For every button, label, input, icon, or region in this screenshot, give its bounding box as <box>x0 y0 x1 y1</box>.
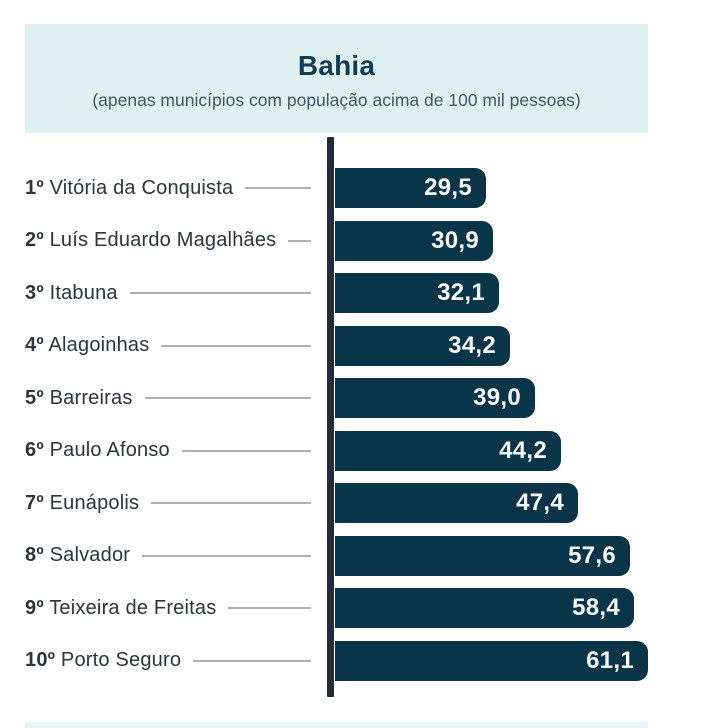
bar: 61,1 <box>335 640 648 681</box>
row-label-zone: 1º Vitória da Conquista <box>0 177 320 200</box>
leader-line <box>228 607 311 610</box>
row-rank: 1º <box>25 176 44 199</box>
row-rank: 8º <box>25 544 44 567</box>
bar-chart: 1º Vitória da Conquista 29,5 2º Luís Eduar… <box>0 137 718 728</box>
row-label: 8º Salvador <box>25 544 130 567</box>
leader-line <box>288 239 311 242</box>
leader-line <box>245 187 311 190</box>
row-name: Eunápolis <box>49 491 140 514</box>
row-label-zone: 8º Salvador <box>0 544 320 567</box>
row-rank: 9º <box>25 596 44 619</box>
bar: 57,6 <box>335 535 630 576</box>
chart-row: 7º Eunápolis 47,4 <box>0 477 718 530</box>
chart-row: 6º Paulo Afonso 44,2 <box>0 425 718 478</box>
row-label-zone: 9º Teixeira de Freitas <box>0 597 320 620</box>
row-label: 4º Alagoinhas <box>25 334 149 357</box>
bar-value: 34,2 <box>448 331 496 359</box>
bar: 39,0 <box>335 378 535 419</box>
bar-value: 61,1 <box>586 646 634 674</box>
bar-value: 30,9 <box>431 226 479 254</box>
row-rank: 4º <box>25 334 44 357</box>
chart-row: 10º Porto Seguro 61,1 <box>0 635 718 688</box>
row-name: Paulo Afonso <box>49 439 170 462</box>
chart-row: 4º Alagoinhas 34,2 <box>0 320 718 373</box>
chart-title: Bahia <box>297 50 376 81</box>
row-label-zone: 5º Barreiras <box>0 387 320 410</box>
row-name: Itabuna <box>49 281 118 304</box>
row-label: 10º Porto Seguro <box>25 649 181 672</box>
bar: 29,5 <box>335 168 486 209</box>
axis-line <box>327 137 334 697</box>
bar-value: 47,4 <box>516 489 564 517</box>
row-label: 9º Teixeira de Freitas <box>25 597 216 620</box>
bar: 34,2 <box>335 325 510 366</box>
chart-row: 8º Salvador 57,6 <box>0 530 718 583</box>
row-label: 1º Vitória da Conquista <box>25 177 233 200</box>
row-name: Salvador <box>49 544 131 567</box>
bar-value: 44,2 <box>499 436 547 464</box>
row-rank: 7º <box>25 491 44 514</box>
bar: 47,4 <box>335 483 578 524</box>
row-label-zone: 10º Porto Seguro <box>0 649 320 672</box>
leader-line <box>129 292 311 295</box>
chart-row: 2º Luís Eduardo Magalhães 30,9 <box>0 215 718 268</box>
row-label-zone: 6º Paulo Afonso <box>0 439 320 462</box>
bar-value: 39,0 <box>473 384 521 412</box>
leader-line <box>193 659 311 662</box>
row-label-zone: 4º Alagoinhas <box>0 334 320 357</box>
row-label: 3º Itabuna <box>25 282 118 305</box>
bar: 58,4 <box>335 588 634 629</box>
chart-row: 3º Itabuna 32,1 <box>0 267 718 320</box>
bar-value: 57,6 <box>568 541 616 569</box>
chart-subtitle: (apenas municípios com população acima d… <box>92 90 581 110</box>
bar: 44,2 <box>335 430 561 471</box>
row-rank: 10º <box>25 649 56 672</box>
row-label: 6º Paulo Afonso <box>25 439 170 462</box>
leader-line <box>151 502 311 505</box>
row-label-zone: 2º Luís Eduardo Magalhães <box>0 229 320 252</box>
row-rank: 6º <box>25 439 44 462</box>
row-name: Barreiras <box>49 386 133 409</box>
chart-rows: 1º Vitória da Conquista 29,5 2º Luís Eduar… <box>0 162 718 687</box>
row-rank: 2º <box>25 229 44 252</box>
row-name: Teixeira de Freitas <box>49 596 217 619</box>
row-name: Porto Seguro <box>60 649 182 672</box>
leader-line <box>144 397 311 400</box>
leader-line <box>142 554 311 557</box>
row-name: Vitória da Conquista <box>49 176 234 199</box>
row-label: 2º Luís Eduardo Magalhães <box>25 229 276 252</box>
row-rank: 3º <box>25 281 44 304</box>
row-label: 7º Eunápolis <box>25 492 139 515</box>
row-rank: 5º <box>25 386 44 409</box>
bar: 32,1 <box>335 273 499 314</box>
row-label-zone: 3º Itabuna <box>0 282 320 305</box>
chart-row: 1º Vitória da Conquista 29,5 <box>0 162 718 215</box>
bar: 30,9 <box>335 220 493 261</box>
leader-line <box>181 449 311 452</box>
row-name: Luís Eduardo Magalhães <box>49 229 277 252</box>
bar-value: 32,1 <box>437 279 485 307</box>
row-label: 5º Barreiras <box>25 387 133 410</box>
leader-line <box>161 344 311 347</box>
bar-value: 58,4 <box>572 594 620 622</box>
bar-value: 29,5 <box>424 174 472 202</box>
footer-strip <box>25 722 648 728</box>
chart-row: 5º Barreiras 39,0 <box>0 372 718 425</box>
row-name: Alagoinhas <box>48 334 150 357</box>
row-label-zone: 7º Eunápolis <box>0 492 320 515</box>
chart-header: Bahia (apenas municípios com população a… <box>25 24 648 133</box>
chart-row: 9º Teixeira de Freitas 58,4 <box>0 582 718 635</box>
